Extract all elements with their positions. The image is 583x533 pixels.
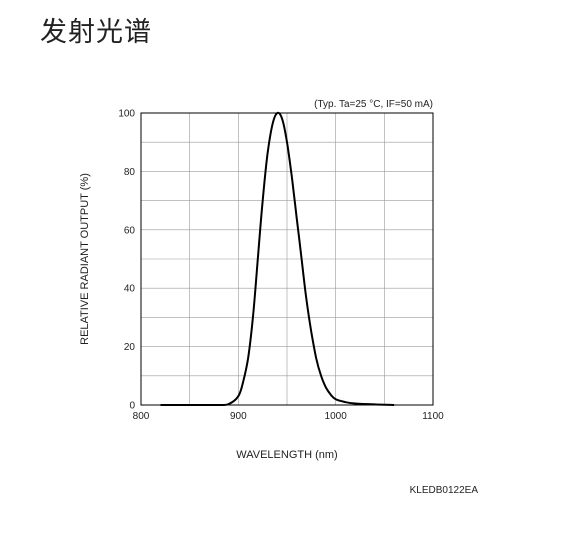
chart-grid — [141, 113, 433, 405]
measurement-conditions: (Typ. Ta=25 °C, IF=50 mA) — [314, 99, 433, 110]
y-axis-label: RELATIVE RADIANT OUTPUT (%) — [79, 173, 91, 345]
emission-curve — [160, 111, 395, 407]
y-tick-label: 0 — [129, 401, 135, 412]
y-tick-label: 20 — [124, 342, 136, 353]
plot-frame — [140, 112, 434, 406]
tick-labels: 800 900 1000 1100 0 20 40 60 80 100 — [118, 109, 444, 423]
y-tick-label: 60 — [124, 225, 136, 236]
figure-code: KLEDB0122EA — [410, 485, 479, 496]
x-tick-label: 800 — [133, 411, 150, 422]
y-tick-label: 100 — [118, 109, 135, 120]
x-tick-label: 1000 — [325, 411, 348, 422]
y-tick-label: 80 — [124, 167, 136, 178]
x-tick-label: 1100 — [422, 411, 444, 422]
page-title: 发射光谱 — [40, 17, 152, 48]
x-tick-label: 900 — [230, 411, 247, 422]
x-axis-label: WAVELENGTH (nm) — [236, 449, 337, 461]
y-tick-label: 40 — [124, 284, 136, 295]
